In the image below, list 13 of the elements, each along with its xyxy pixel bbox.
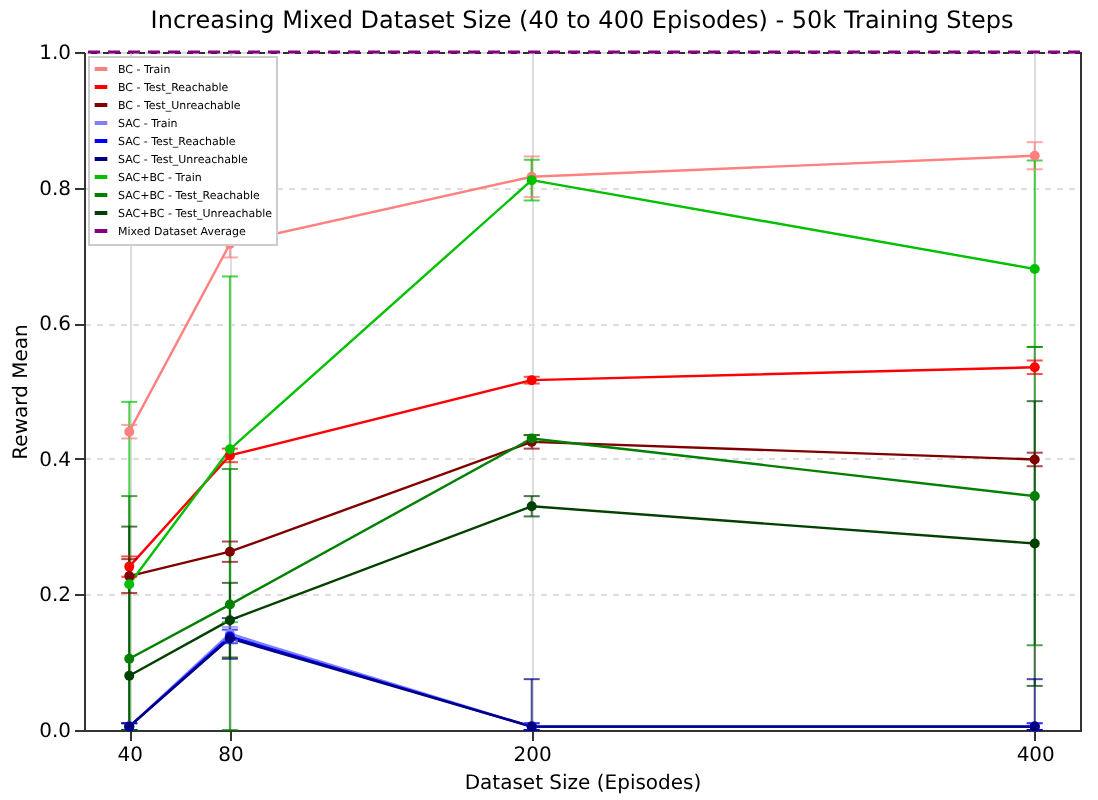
x-tick-label: 200: [513, 745, 552, 767]
chart-title: Increasing Mixed Dataset Size (40 to 400 Episodes) - 50k Training Steps: [150, 6, 1014, 34]
y-tick-label: 0.2: [39, 585, 71, 608]
y-tick-label: 0.0: [39, 721, 71, 743]
x-tick-label: 400: [1016, 745, 1055, 767]
y-tick-label: 0.8: [39, 178, 71, 201]
y-axis-title: Reward Mean: [11, 324, 34, 460]
y-tick-label: 0.6: [39, 314, 71, 337]
x-tick-label: 40: [117, 745, 144, 767]
x-tick-label: 80: [218, 745, 244, 767]
x-axis-title: Dataset Size (Episodes): [464, 773, 702, 795]
y-tick-label: 0.4: [39, 449, 71, 472]
y-tick-label: 1.0: [39, 43, 71, 65]
